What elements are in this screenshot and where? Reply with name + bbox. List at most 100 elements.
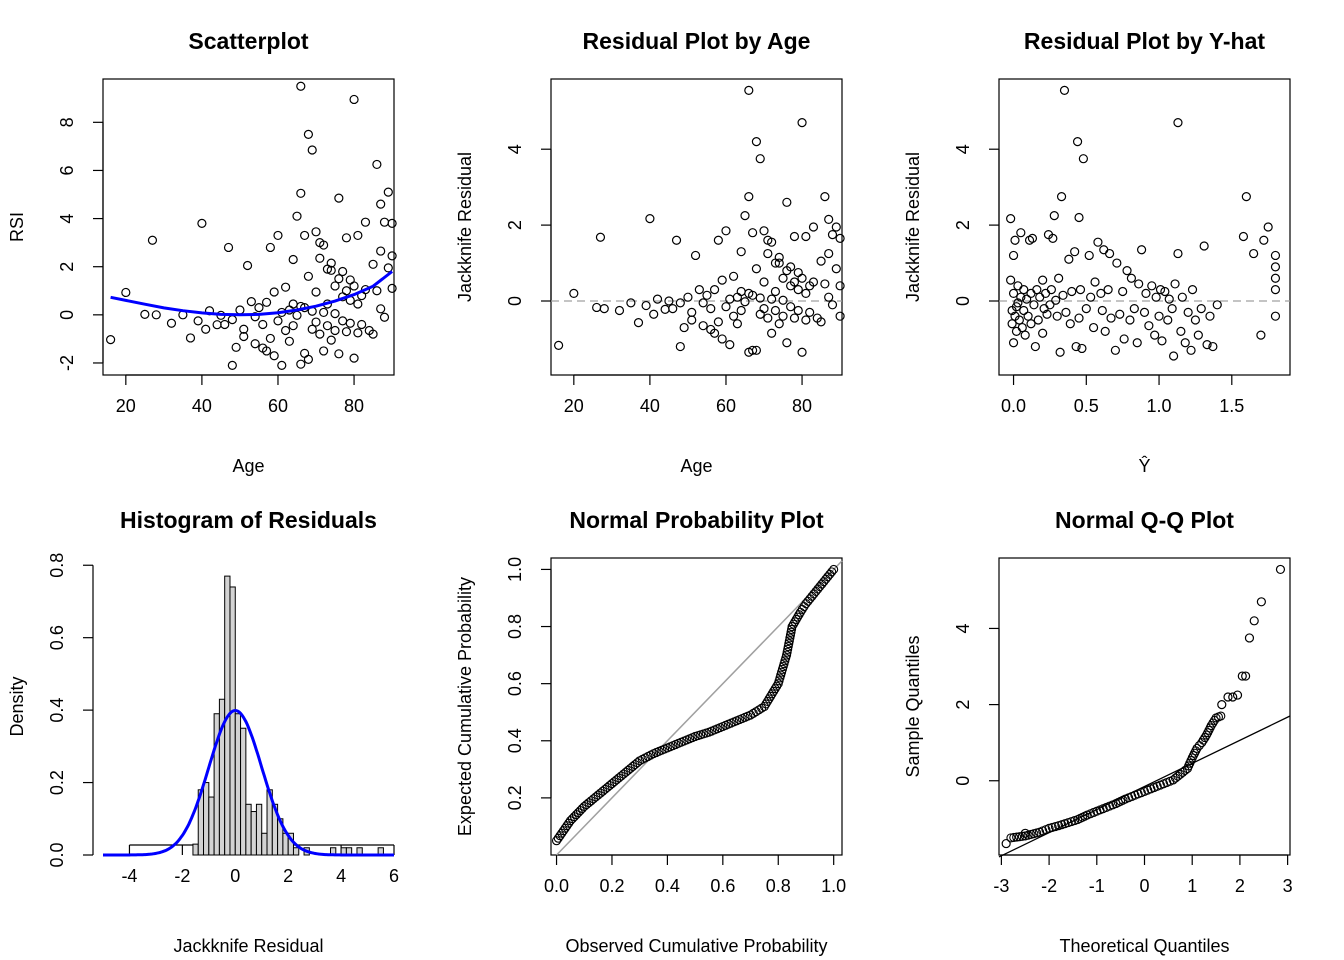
data-point	[1160, 286, 1170, 297]
data-point	[1136, 245, 1147, 255]
y-tick-label: 0	[505, 296, 525, 306]
data-point	[303, 129, 314, 139]
data-point	[736, 247, 746, 257]
data-point	[1038, 275, 1048, 285]
data-point	[1275, 564, 1286, 575]
data-point	[1014, 315, 1024, 325]
data-point	[1173, 248, 1183, 259]
data-point	[791, 614, 801, 624]
data-point	[1106, 313, 1116, 323]
data-point	[242, 260, 253, 271]
data-point	[679, 322, 689, 333]
data-point	[694, 285, 704, 295]
panel-title: Normal Q-Q Plot	[1055, 507, 1234, 533]
plot-frame	[550, 557, 843, 856]
data-point	[709, 285, 720, 295]
data-point	[1020, 828, 1030, 838]
data-point	[1078, 154, 1088, 164]
data-point	[698, 298, 708, 308]
data-point	[592, 302, 602, 313]
data-point	[296, 359, 306, 369]
data-point	[835, 281, 845, 291]
data-point	[1192, 743, 1202, 753]
x-tick-label: 0.2	[599, 876, 624, 896]
data-point	[1081, 303, 1091, 314]
data-point	[770, 684, 780, 694]
data-point	[1103, 285, 1113, 295]
data-point	[1154, 311, 1164, 321]
x-axis: 0.0 0.2 0.4 0.6 0.8 1.0	[544, 854, 846, 896]
data-point	[341, 286, 352, 296]
data-point	[1115, 309, 1125, 319]
data-point	[671, 235, 682, 245]
histogram-bar	[192, 843, 199, 856]
data-point	[770, 305, 781, 316]
data-point	[106, 335, 116, 345]
data-point	[349, 94, 359, 105]
x-tick-label: 1.0	[821, 876, 846, 896]
y-axis: 0.2 0.4 0.6 0.8 1.0	[505, 557, 552, 810]
data-point	[808, 222, 819, 232]
data-point	[1249, 616, 1259, 626]
x-tick-label: -2	[1041, 876, 1057, 896]
identity-reference-line	[556, 560, 843, 856]
data-point	[829, 564, 839, 574]
data-point	[288, 321, 298, 331]
x-tick-label: 40	[192, 396, 212, 416]
panel-6: Normal Q-Q Plot Theoretical Quantiles Samp…	[903, 507, 1293, 956]
data-point	[376, 199, 386, 209]
data-point	[790, 617, 800, 627]
data-point	[277, 360, 287, 370]
data-point	[1193, 330, 1203, 340]
x-tick-label: 80	[792, 396, 812, 416]
data-point	[1167, 303, 1177, 314]
x-tick-label: 3	[1283, 876, 1293, 896]
data-point	[338, 266, 348, 277]
data-point	[1270, 262, 1281, 272]
data-point	[300, 348, 310, 358]
data-point	[1012, 832, 1022, 842]
data-point	[166, 318, 177, 328]
y-tick-label: 4	[953, 144, 973, 154]
data-point	[786, 302, 796, 312]
plot-frame	[998, 78, 1291, 376]
data-point	[1206, 720, 1216, 731]
data-point	[824, 248, 834, 259]
data-point	[831, 264, 841, 274]
data-point	[280, 325, 291, 336]
panel-title: Residual Plot by Y-hat	[1024, 28, 1265, 54]
data-point	[284, 336, 294, 346]
data-point	[721, 226, 731, 236]
data-point	[227, 315, 237, 325]
data-point	[1132, 338, 1142, 348]
panel-title: Normal Probability Plot	[569, 507, 824, 533]
data-point	[1023, 311, 1033, 321]
panel-2: Residual Plot by Age Age Jackknife Residua…	[455, 28, 845, 476]
data-point	[1249, 248, 1259, 259]
y-tick-label: 0.6	[505, 671, 525, 696]
data-point	[1144, 321, 1154, 331]
x-axis-label: Observed Cumulative Probability	[565, 936, 827, 956]
histogram-bar	[229, 586, 236, 856]
x-tick-label: 60	[716, 396, 736, 416]
data-point	[1019, 285, 1029, 295]
data-point	[1099, 245, 1109, 255]
y-tick-label: 0.8	[505, 614, 525, 639]
data-point	[645, 214, 655, 224]
x-tick-label: 0	[230, 866, 240, 886]
y-axis: 0 2 4	[953, 144, 1000, 306]
data-point	[1129, 303, 1139, 314]
data-point	[805, 307, 815, 317]
data-point	[725, 294, 735, 304]
data-point	[265, 333, 275, 344]
data-point	[751, 137, 762, 147]
x-tick-label: 0.5	[1074, 396, 1099, 416]
data-point	[789, 231, 800, 242]
panel-3: Residual Plot by Y-hat Ŷ Jackknife Residua…	[903, 28, 1291, 476]
x-tick-label: 6	[389, 866, 399, 886]
data-point	[762, 696, 773, 706]
data-point	[1030, 341, 1040, 352]
y-axis: -2 0 2 4 6 8	[57, 117, 104, 371]
data-point	[1026, 288, 1036, 299]
panel-5: Normal Probability Plot Observed Cumulati…	[455, 507, 846, 956]
